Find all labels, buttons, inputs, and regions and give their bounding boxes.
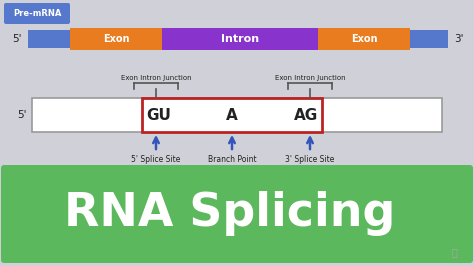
Text: Exon Intron Junction: Exon Intron Junction — [121, 75, 191, 81]
Text: 5': 5' — [18, 110, 27, 120]
Bar — [70, 28, 162, 50]
Bar — [32, 98, 442, 132]
Text: RNA Splicing: RNA Splicing — [64, 192, 396, 236]
Bar — [28, 30, 448, 48]
FancyBboxPatch shape — [4, 3, 70, 24]
Bar — [162, 28, 318, 50]
Text: Exon: Exon — [351, 34, 377, 44]
Text: GU: GU — [146, 107, 171, 123]
Text: 3' Splice Site: 3' Splice Site — [285, 155, 335, 164]
Text: Branch Point: Branch Point — [208, 155, 256, 164]
Text: A: A — [226, 107, 238, 123]
Text: Intron: Intron — [221, 34, 259, 44]
Text: Exon Intron Junction: Exon Intron Junction — [275, 75, 346, 81]
Bar — [318, 28, 410, 50]
Text: 3': 3' — [454, 34, 464, 44]
Text: 🔈: 🔈 — [451, 247, 457, 257]
Text: 5' Splice Site: 5' Splice Site — [131, 155, 181, 164]
Text: 5': 5' — [12, 34, 22, 44]
Text: Exon: Exon — [103, 34, 129, 44]
Text: Pre-mRNA: Pre-mRNA — [13, 9, 61, 18]
FancyBboxPatch shape — [1, 165, 473, 263]
Text: AG: AG — [294, 107, 318, 123]
Bar — [142, 98, 322, 132]
